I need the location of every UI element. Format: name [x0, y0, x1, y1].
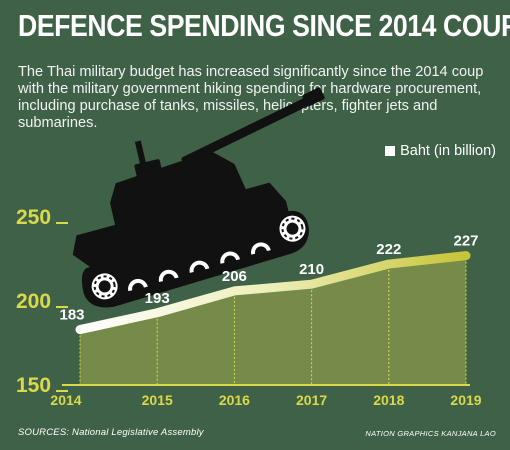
- chart-title: DEFENCE SPENDING SINCE 2014 COUP: [18, 8, 510, 43]
- legend-swatch: [385, 146, 396, 156]
- x-tick-label: 2014: [50, 392, 81, 408]
- y-tick-label: 250: [16, 206, 51, 229]
- legend: Baht (in billion): [385, 143, 496, 159]
- credit-note: NATION GRAPHICS KANJANA LAO: [365, 429, 496, 438]
- data-label: 183: [59, 307, 84, 324]
- tank-icon: [72, 87, 325, 308]
- x-tick-label: 2019: [450, 392, 481, 408]
- x-tick-label: 2018: [373, 392, 404, 408]
- line-layer: [75, 251, 471, 335]
- data-labels: 183 193 206 210 222 227: [59, 233, 478, 324]
- series-line: [75, 251, 471, 335]
- area-layer: [79, 255, 467, 385]
- y-axis: 150 200 250: [16, 206, 68, 397]
- chart-subtitle: The Thai military budget has increased s…: [18, 64, 484, 131]
- data-label: 222: [376, 241, 401, 258]
- x-tick-label: 2017: [296, 392, 327, 408]
- x-tick-label: 2015: [142, 392, 173, 408]
- data-label: 227: [453, 233, 478, 250]
- sources-note: SOURCES: National Legislative Assembly: [18, 427, 204, 438]
- y-tick-label: 150: [16, 374, 51, 397]
- data-label: 210: [299, 261, 324, 278]
- y-tick-label: 200: [16, 290, 51, 313]
- legend-label: Baht (in billion): [400, 143, 496, 159]
- data-label: 206: [222, 268, 247, 285]
- data-label: 193: [145, 290, 170, 307]
- area-fill: [80, 255, 466, 385]
- x-axis: 2014 2015 2016 2017 2018 2019: [50, 384, 482, 408]
- x-tick-label: 2016: [219, 392, 250, 408]
